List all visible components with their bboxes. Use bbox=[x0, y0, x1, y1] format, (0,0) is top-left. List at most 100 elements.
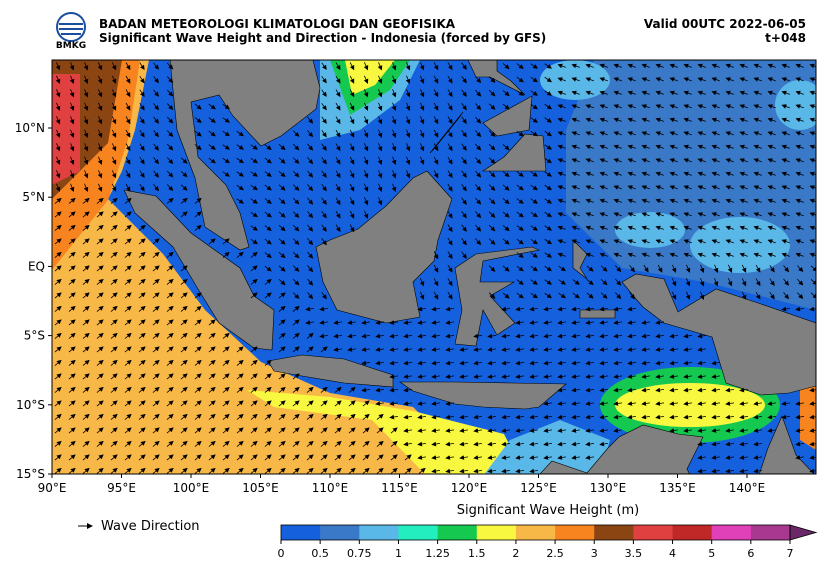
wave-arrow bbox=[697, 252, 706, 258]
wave-arrow bbox=[83, 129, 89, 138]
wave-arrow bbox=[97, 183, 103, 192]
wave-arrow bbox=[711, 212, 720, 217]
wave-arrow bbox=[194, 319, 202, 326]
wave-arrow bbox=[335, 116, 341, 125]
wave-arrow bbox=[68, 292, 76, 299]
wave-arrow bbox=[83, 75, 89, 84]
wave-arrow bbox=[222, 103, 230, 110]
wave-arrow bbox=[264, 157, 272, 164]
wave-arrow bbox=[307, 170, 314, 178]
wave-arrow bbox=[391, 89, 397, 98]
wave-arrow bbox=[433, 89, 439, 98]
wave-arrow bbox=[419, 116, 425, 125]
wave-arrow bbox=[292, 224, 300, 232]
colorbar-segment bbox=[633, 525, 673, 540]
wave-arrow bbox=[613, 320, 623, 325]
wave-arrow bbox=[781, 104, 790, 109]
wave-arrow bbox=[669, 185, 678, 190]
wave-arrow bbox=[307, 143, 314, 151]
wave-arrow bbox=[767, 117, 776, 123]
colorbar-segment bbox=[359, 525, 399, 540]
wave-arrow bbox=[250, 238, 258, 245]
wave-arrow bbox=[180, 184, 188, 191]
wave-arrow bbox=[475, 238, 482, 246]
wave-arrow bbox=[767, 171, 776, 177]
wave-arrow bbox=[544, 157, 552, 164]
wave-arrow bbox=[264, 198, 272, 204]
wave-arrow bbox=[697, 90, 706, 96]
wave-arrow bbox=[125, 129, 131, 138]
wave-arrow bbox=[250, 184, 258, 191]
wave-arrow bbox=[613, 239, 622, 244]
wave-arrow bbox=[292, 211, 300, 218]
wave-arrow bbox=[697, 198, 706, 204]
wave-arrow bbox=[363, 143, 369, 152]
wave-arrow bbox=[110, 197, 118, 204]
wave-arrow bbox=[475, 211, 482, 219]
seram bbox=[579, 309, 616, 319]
wave-arrow bbox=[124, 278, 132, 285]
wave-arrow bbox=[96, 251, 104, 258]
wave-arrow bbox=[725, 171, 734, 177]
wave-arrow bbox=[391, 143, 397, 152]
wave-arrow bbox=[403, 320, 413, 325]
wave-arrow bbox=[613, 212, 622, 217]
wave-arrow bbox=[571, 158, 580, 163]
wave-arrow bbox=[321, 170, 327, 178]
wave-arrow bbox=[585, 185, 594, 190]
wave-arrow bbox=[166, 62, 174, 70]
wave-arrow bbox=[96, 292, 104, 299]
wave-arrow bbox=[321, 210, 327, 219]
wave-arrow bbox=[349, 89, 355, 98]
wave-arrow bbox=[461, 62, 467, 70]
wave-arrow bbox=[515, 306, 525, 312]
wave-arrow bbox=[697, 333, 707, 339]
sumatra bbox=[123, 189, 275, 351]
wave-arrow bbox=[292, 170, 300, 178]
wave-arrow bbox=[530, 63, 538, 69]
wave-arrow bbox=[641, 333, 651, 339]
wave-arrow bbox=[278, 171, 286, 178]
wave-arrow bbox=[544, 211, 552, 218]
wave-arrow bbox=[613, 306, 623, 312]
wave-arrow bbox=[433, 116, 439, 125]
wave-arrow bbox=[180, 211, 188, 218]
wave-arrow bbox=[153, 143, 159, 151]
wave-arrow bbox=[110, 305, 118, 312]
header-title: BADAN METEOROLOGI KLIMATOLOGI DAN GEOFIS… bbox=[99, 17, 456, 31]
wave-arrow bbox=[278, 198, 286, 205]
wave-arrow bbox=[683, 104, 692, 109]
wave-arrow bbox=[641, 320, 651, 325]
wave-arrow bbox=[124, 332, 132, 339]
wave-arrow bbox=[599, 212, 608, 217]
wave-arrow bbox=[433, 129, 439, 138]
wave-arrow bbox=[725, 144, 734, 150]
wave-arrow bbox=[264, 238, 272, 245]
wave-arrow bbox=[683, 225, 692, 231]
wave-arrow bbox=[461, 184, 467, 192]
wave-arrow bbox=[530, 238, 538, 245]
wave-arrow bbox=[445, 306, 455, 312]
wave-arrow bbox=[166, 278, 174, 285]
wave-arrow bbox=[586, 279, 594, 286]
wave-arrow bbox=[809, 185, 816, 190]
australia bbox=[539, 415, 815, 474]
wave-arrow bbox=[599, 90, 608, 96]
wave-arrow bbox=[795, 306, 805, 312]
wave-arrow bbox=[222, 332, 230, 339]
wave-arrow bbox=[461, 224, 467, 232]
wave-arrow bbox=[125, 156, 131, 165]
wave-arrow bbox=[753, 158, 762, 163]
wave-arrow bbox=[68, 265, 76, 272]
wave-arrow bbox=[111, 183, 117, 192]
wave-arrow bbox=[502, 211, 510, 218]
wave-arrow bbox=[599, 117, 608, 123]
wave-arrow bbox=[683, 63, 692, 69]
wave-arrow bbox=[335, 129, 341, 138]
legend-label: Wave Direction bbox=[101, 519, 200, 534]
wave-arrow bbox=[111, 156, 117, 165]
wave-arrow bbox=[571, 320, 581, 325]
wave-arrow bbox=[627, 306, 637, 312]
wave-arrow bbox=[403, 333, 413, 339]
wave-arrow bbox=[55, 116, 61, 125]
